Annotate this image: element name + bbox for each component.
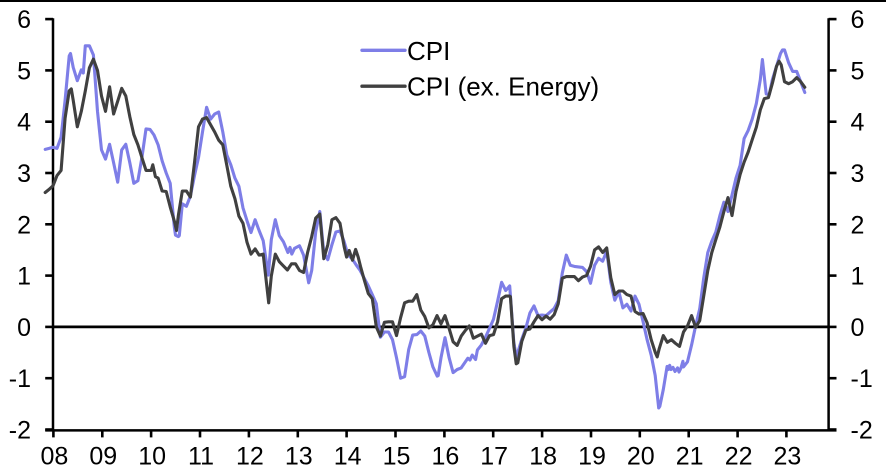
svg-text:-2: -2 [851,417,873,445]
svg-text:22: 22 [725,443,753,471]
svg-text:4: 4 [17,109,31,137]
svg-text:1: 1 [17,263,31,291]
svg-text:-1: -1 [9,365,31,393]
svg-text:2: 2 [851,211,865,239]
svg-text:6: 6 [851,6,865,34]
svg-text:11: 11 [188,443,214,471]
svg-text:20: 20 [627,443,655,471]
svg-text:19: 19 [578,443,606,471]
svg-text:0: 0 [17,314,31,342]
svg-text:18: 18 [529,443,557,471]
svg-text:23: 23 [773,443,801,471]
svg-text:08: 08 [40,443,68,471]
svg-text:13: 13 [285,443,313,471]
svg-text:5: 5 [17,57,31,85]
svg-text:0: 0 [851,314,865,342]
svg-text:17: 17 [480,443,508,471]
svg-text:-2: -2 [9,417,31,445]
svg-text:5: 5 [851,57,865,85]
svg-text:12: 12 [236,443,264,471]
svg-text:1: 1 [851,263,865,291]
svg-text:15: 15 [383,443,411,471]
svg-text:CPI: CPI [407,36,450,66]
svg-text:6: 6 [17,6,31,34]
svg-text:4: 4 [851,109,865,137]
svg-text:-1: -1 [851,365,873,393]
svg-text:3: 3 [851,160,865,188]
svg-text:09: 09 [89,443,117,471]
svg-text:CPI (ex. Energy): CPI (ex. Energy) [407,72,599,102]
svg-text:21: 21 [676,443,704,471]
svg-text:2: 2 [17,211,31,239]
svg-text:16: 16 [431,443,459,471]
svg-text:10: 10 [138,443,166,471]
svg-text:14: 14 [334,443,362,471]
svg-text:3: 3 [17,160,31,188]
